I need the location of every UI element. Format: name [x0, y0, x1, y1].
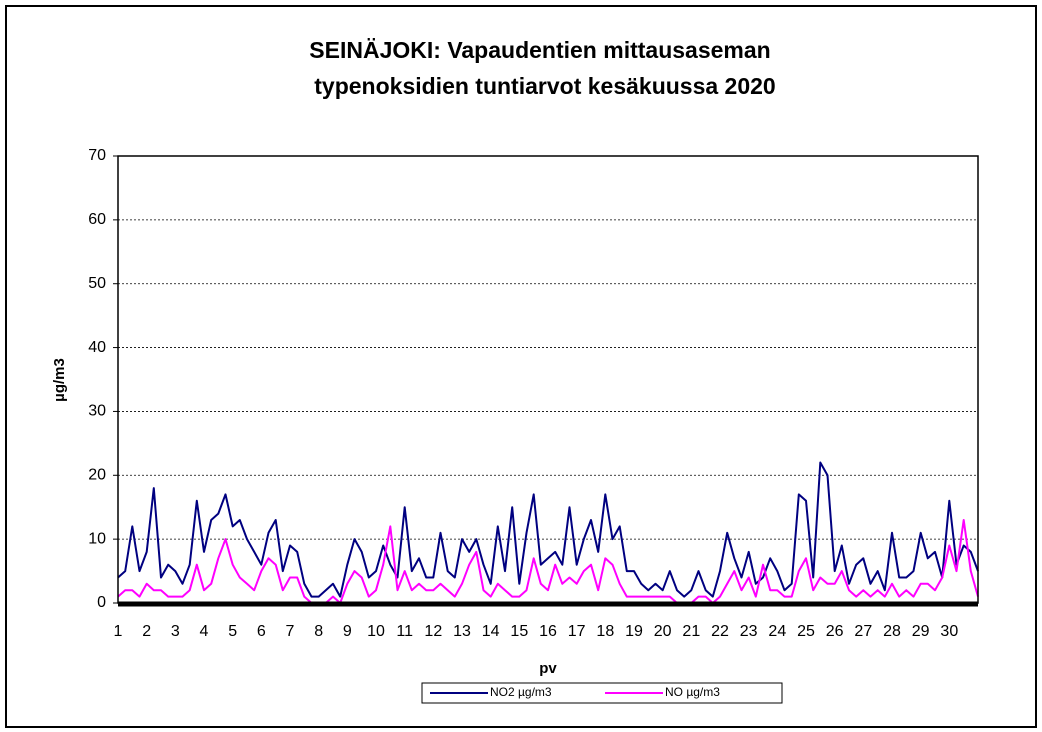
x-tick-label: 7 [286, 623, 295, 640]
x-tick-label: 6 [257, 623, 266, 640]
x-tick-label: 13 [453, 623, 471, 640]
legend-label: NO µg/m3 [665, 685, 720, 699]
y-tick-label: 30 [88, 403, 106, 420]
y-tick-label: 50 [88, 275, 106, 292]
chart-title: typenoksidien tuntiarvot kesäkuussa 2020 [314, 73, 775, 99]
x-tick-label: 12 [424, 623, 442, 640]
y-tick-label: 0 [97, 594, 106, 611]
plot-border [117, 155, 979, 604]
x-tick-label: 15 [510, 623, 528, 640]
x-tick-label: 1 [114, 623, 123, 640]
x-tick-label: 23 [740, 623, 758, 640]
x-tick-label: 22 [711, 623, 729, 640]
data-line [117, 461, 979, 598]
y-tick-label: 60 [88, 211, 106, 228]
x-axis-label: pv [539, 660, 557, 677]
x-tick-label: 30 [940, 623, 958, 640]
legend [421, 682, 783, 704]
legend-label: NO2 µg/m3 [490, 685, 552, 699]
x-tick-label: 11 [396, 623, 413, 640]
plot-area [118, 156, 978, 603]
x-tick-label: 25 [797, 623, 815, 640]
x-tick-label: 26 [826, 623, 844, 640]
x-tick-label: 24 [768, 623, 786, 640]
x-tick-label: 8 [314, 623, 323, 640]
x-tick-label: 21 [682, 623, 700, 640]
x-tick-label: 3 [171, 623, 180, 640]
x-tick-label: 27 [854, 623, 872, 640]
y-axis-label: µg/m3 [51, 358, 68, 402]
y-tick-label: 10 [88, 530, 106, 547]
y-tick-label: 70 [88, 147, 106, 164]
x-tick-label: 19 [625, 623, 643, 640]
x-tick-label: 18 [596, 623, 614, 640]
chart-title: SEINÄJOKI: Vapaudentien mittausaseman [309, 37, 770, 63]
x-tick-label: 17 [568, 623, 586, 640]
x-tick-label: 20 [654, 623, 672, 640]
x-tick-label: 4 [200, 623, 209, 640]
x-tick-label: 14 [482, 623, 500, 640]
x-tick-label: 10 [367, 623, 385, 640]
y-tick-label: 40 [88, 339, 106, 356]
x-tick-label: 2 [142, 623, 151, 640]
x-tick-label: 29 [912, 623, 930, 640]
x-tick-label: 28 [883, 623, 901, 640]
data-line [117, 519, 979, 604]
x-tick-label: 16 [539, 623, 557, 640]
x-tick-label: 5 [228, 623, 237, 640]
y-tick-label: 20 [88, 467, 106, 484]
x-tick-label: 9 [343, 623, 352, 640]
